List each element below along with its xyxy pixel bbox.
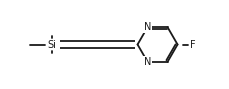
Text: F: F bbox=[189, 40, 194, 49]
Text: Si: Si bbox=[47, 40, 56, 49]
Text: N: N bbox=[143, 57, 151, 67]
Text: N: N bbox=[143, 22, 151, 32]
